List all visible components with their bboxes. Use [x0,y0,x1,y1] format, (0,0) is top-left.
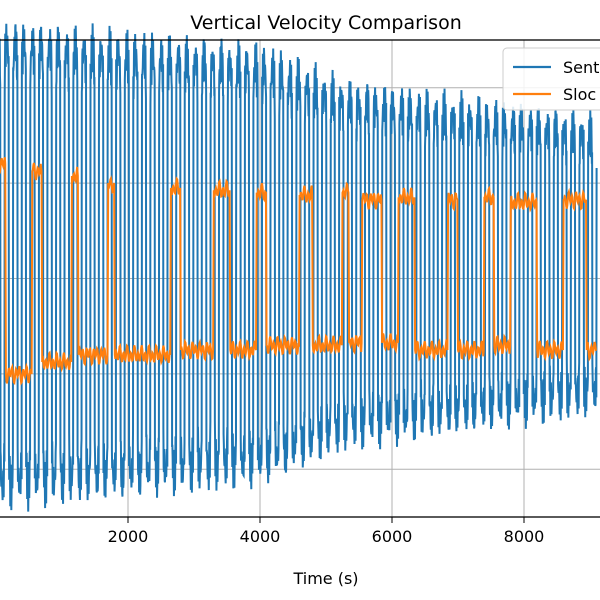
series-line-sloc [0,157,597,386]
chart-title: Vertical Velocity Comparison [190,12,462,34]
legend-label: Sent [563,58,599,77]
axes-frame [0,39,600,518]
legend-label: Sloc [563,85,596,104]
x-tick-label: 6000 [372,527,413,546]
x-tick-label: 8000 [504,527,545,546]
x-tick-label: 2000 [108,527,149,546]
series-line-sent [0,23,598,512]
x-axis-ticks: 0 2000 4000 6000 8000 [0,517,544,546]
legend: Sent Sloc [502,47,600,111]
x-tick-label: 4000 [240,527,281,546]
x-axis-label: Time (s) [292,569,358,588]
x-tick-label: 0 [0,527,1,546]
plot-area [0,23,598,512]
